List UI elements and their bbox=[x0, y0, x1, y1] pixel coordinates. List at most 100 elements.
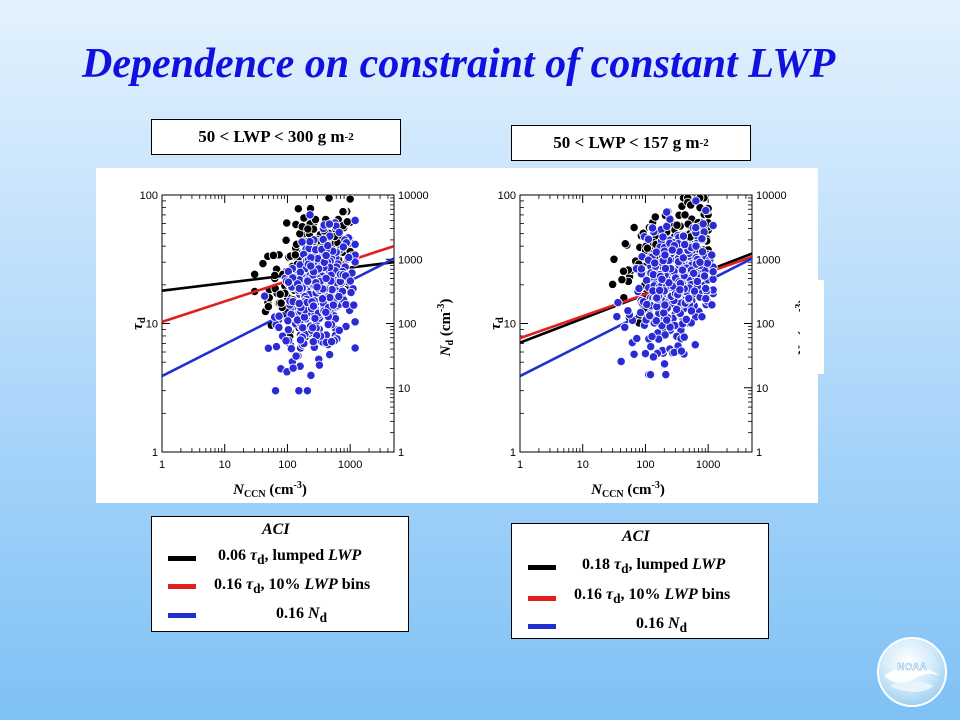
nd-point bbox=[684, 293, 694, 303]
nd-point bbox=[334, 291, 344, 302]
y-tick-label: 1 bbox=[510, 447, 516, 459]
nd-point bbox=[645, 369, 656, 380]
nd-point bbox=[283, 266, 294, 277]
legend-item-bins: 0.16 τd, 10% LWP bins bbox=[214, 576, 370, 597]
nd-point bbox=[334, 325, 344, 336]
nd-point bbox=[678, 231, 689, 241]
y2-tick-label: 10000 bbox=[756, 190, 787, 202]
legend-rest: , 10% bbox=[620, 586, 665, 603]
legend-left: ACI 0.06 τd, lumped LWP 0.16 τd, 10% LWP… bbox=[151, 516, 409, 632]
tau-point bbox=[338, 207, 348, 217]
nd-point bbox=[657, 274, 667, 284]
nd-point bbox=[281, 336, 291, 346]
nd-point bbox=[263, 343, 274, 353]
tau-point bbox=[275, 289, 285, 299]
nd-point bbox=[274, 311, 284, 321]
nd-point bbox=[321, 250, 331, 261]
legend-sub: d bbox=[621, 561, 629, 577]
y2-tick-label: 10 bbox=[398, 383, 410, 395]
nd-point bbox=[334, 227, 344, 237]
nd-point bbox=[646, 341, 656, 352]
y-axis-label: τd bbox=[488, 317, 506, 330]
legend-swatch-lumped bbox=[168, 556, 196, 561]
legend-title: ACI bbox=[262, 521, 290, 538]
nd-point bbox=[691, 222, 701, 233]
legend-rest: , 10% bbox=[260, 576, 305, 593]
tau-point bbox=[268, 250, 279, 261]
legend-swatch-nd bbox=[528, 624, 556, 629]
nd-point bbox=[620, 322, 630, 332]
nd-point bbox=[350, 343, 360, 353]
scatter-charts: 1 10 100 1000 1 10 100 1 10 100 1000 10000 NCCN (cm-… bbox=[130, 190, 814, 500]
nd-point bbox=[662, 207, 672, 217]
tau-point bbox=[672, 220, 682, 230]
nd-point bbox=[659, 359, 670, 369]
y2-tick-label: 1 bbox=[398, 447, 404, 459]
nd-point bbox=[306, 261, 316, 271]
y2-axis-label: Nd (cm-3) bbox=[436, 299, 456, 358]
y-axis-label: τd bbox=[130, 317, 148, 330]
legend-italic: LWP bbox=[664, 586, 698, 603]
nd-point bbox=[701, 283, 711, 294]
nd-point bbox=[345, 276, 355, 286]
nd-point bbox=[679, 332, 689, 342]
nd-point bbox=[647, 331, 657, 342]
nd-point bbox=[288, 363, 298, 373]
nd-point bbox=[297, 237, 307, 247]
legend-item-lumped: 0.06 τd, lumped LWP bbox=[218, 547, 361, 568]
legend-italic: LWP bbox=[692, 556, 726, 573]
nd-point bbox=[640, 348, 651, 359]
nd-point bbox=[629, 349, 639, 359]
nd-point bbox=[321, 273, 331, 283]
nd-point bbox=[350, 317, 360, 327]
nd-point bbox=[295, 267, 305, 277]
y2-tick-label: 1000 bbox=[756, 254, 780, 266]
nd-point bbox=[680, 239, 690, 250]
legend-value: 0.16 bbox=[276, 605, 304, 622]
legend-item-lumped: 0.18 τd, lumped LWP bbox=[582, 556, 725, 577]
nd-point bbox=[283, 277, 294, 287]
tau-point bbox=[629, 222, 639, 233]
nd-point bbox=[294, 386, 304, 396]
legend-value: 0.06 bbox=[218, 547, 246, 564]
nd-point bbox=[274, 322, 284, 333]
chart-panel: 1 10 100 1000 1 10 100 1 10 100 1000 10000 NCCN (cm-… bbox=[96, 168, 818, 503]
legend-swatch-lumped bbox=[528, 565, 556, 570]
y-tick-label: 1 bbox=[152, 447, 158, 459]
nd-point bbox=[676, 346, 687, 356]
nd-point bbox=[346, 287, 356, 298]
nd-point bbox=[689, 268, 699, 278]
nd-point bbox=[708, 267, 718, 277]
legend-swatch-bins bbox=[168, 584, 196, 589]
tau-point bbox=[303, 224, 313, 234]
legend-sub: d bbox=[613, 591, 621, 607]
nd-point bbox=[327, 336, 337, 347]
x-tick-label: 1000 bbox=[338, 459, 362, 471]
nd-point bbox=[667, 245, 677, 255]
nd-point bbox=[701, 205, 711, 216]
tau-point bbox=[345, 195, 355, 204]
nd-point bbox=[651, 316, 661, 326]
tau-point bbox=[293, 204, 303, 214]
nd-point bbox=[658, 232, 668, 242]
nd-point bbox=[660, 330, 670, 340]
nd-point bbox=[308, 337, 318, 347]
nd-point bbox=[690, 340, 700, 350]
nd-point bbox=[672, 304, 682, 315]
legend-symbol: τ bbox=[606, 586, 614, 603]
range-label-left: 50 < LWP < 300 g m -2 bbox=[151, 119, 401, 155]
tau-point bbox=[282, 218, 292, 228]
nd-point bbox=[695, 257, 705, 267]
nd-point bbox=[662, 315, 672, 325]
range-text: 50 < LWP < 157 g m bbox=[553, 133, 700, 152]
nd-point bbox=[305, 210, 315, 220]
nd-point bbox=[632, 333, 642, 344]
noaa-logo: NOAA bbox=[877, 637, 947, 707]
legend-sub: d bbox=[679, 620, 687, 636]
nd-point bbox=[681, 314, 691, 325]
tau-point bbox=[258, 258, 268, 269]
nd-point bbox=[306, 370, 316, 381]
tau-point bbox=[276, 298, 286, 308]
y-tick-label: 10 bbox=[504, 319, 516, 331]
nd-point bbox=[686, 306, 697, 316]
